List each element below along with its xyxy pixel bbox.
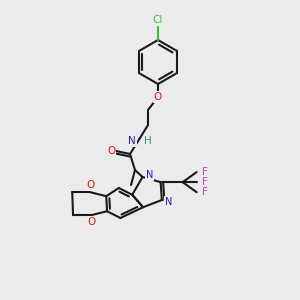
Text: F: F	[202, 187, 208, 197]
Text: F: F	[202, 167, 208, 177]
Text: Cl: Cl	[153, 15, 163, 25]
Text: F: F	[202, 177, 208, 187]
Text: H: H	[144, 136, 152, 146]
Text: N: N	[165, 197, 172, 207]
Text: N: N	[146, 170, 153, 180]
Text: N: N	[128, 136, 136, 146]
Text: O: O	[87, 217, 95, 227]
Text: O: O	[107, 146, 115, 156]
Text: O: O	[86, 180, 94, 190]
Text: O: O	[154, 92, 162, 102]
